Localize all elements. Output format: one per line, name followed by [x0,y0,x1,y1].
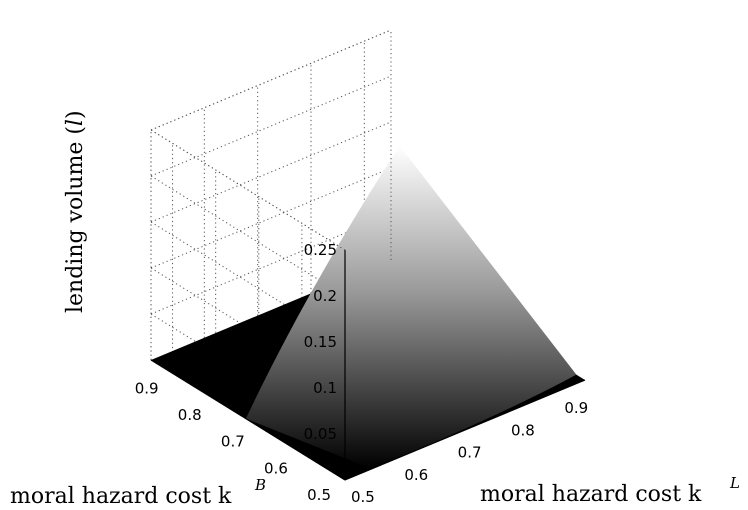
grid-line [150,121,392,223]
z-tick-label: 0.05 [304,425,337,443]
x-tick-label: 0.8 [511,421,535,439]
x-tick-label: 0.6 [404,466,428,484]
y-tick-label: 0.5 [307,486,331,504]
z-tick-label: 0.15 [304,333,337,351]
x-axis-label-superscript: L [729,474,740,492]
box-edge [150,129,346,251]
z-tick-label: 0.1 [313,379,337,397]
x-axis-line [344,379,586,481]
z-axis-label: lending volume (l) [63,110,88,313]
y-tick-label: 0.9 [135,379,159,397]
y-tick-label: 0.8 [178,406,202,424]
y-axis-label: moral hazard cost k [10,484,232,509]
axes [150,29,586,481]
box-edge [150,29,392,131]
surface-peak [245,145,577,469]
y-tick-label: 0.6 [264,459,288,477]
y-axis-label-superscript: B [254,476,266,494]
y-tick-label: 0.7 [221,433,245,451]
grid-line [150,175,346,297]
grid-line [150,75,392,177]
tick-labels: 0.05 0.1 0.15 0.2 0.25 0.5 0.6 0.7 0.8 0.9 0.5 0.6 0… [135,241,588,506]
y-axis-line [150,359,346,481]
z-tick-label: 0.2 [313,287,337,305]
x-axis-label: moral hazard cost k [480,482,702,507]
x-tick-label: 0.7 [458,444,482,462]
x-tick-label: 0.5 [351,488,375,506]
x-tick-label: 0.9 [564,399,588,417]
z-tick-label: 0.25 [304,241,337,259]
